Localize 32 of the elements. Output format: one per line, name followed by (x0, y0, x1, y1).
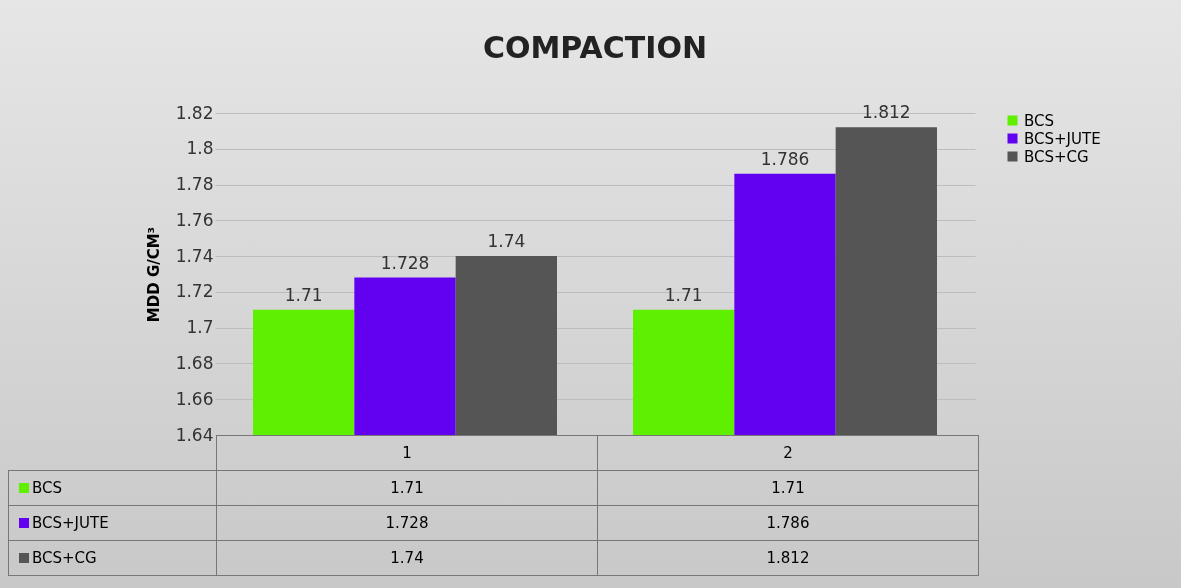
y-tick-label: 1.72 (175, 281, 214, 302)
data-label: 1.786 (597, 505, 979, 541)
x-tick-label: 2 (597, 435, 979, 471)
data-label: 1.74 (216, 540, 598, 576)
text: BCS+CG (32, 549, 97, 567)
text: 1.74 (487, 231, 526, 252)
text: 1.812 (862, 102, 911, 123)
y-tick-label: 1.66 (175, 388, 214, 409)
text: 1.786 (760, 148, 810, 169)
chart-title: COMPACTION (482, 30, 708, 65)
y-tick-label: 1.82 (175, 102, 214, 123)
x-tick-label: 1 (216, 435, 598, 471)
data-label: 1.812 (597, 540, 979, 576)
legend-label: BCS+JUTE (1024, 129, 1101, 148)
data-label: 1.71 (216, 470, 598, 506)
y-tick-label: 1.76 (175, 209, 214, 230)
data-label: 1.71 (597, 470, 979, 506)
legend-label: BCS+CG (1024, 147, 1089, 166)
data-label: 1.728 (216, 505, 598, 541)
text: 1.71 (664, 284, 703, 305)
y-axis-title: MDD G/CM³ (144, 226, 163, 323)
y-tick-label: 1.74 (175, 245, 214, 266)
y-tick-label: 1.78 (175, 174, 214, 195)
text: 1.71 (284, 284, 323, 305)
text: BCS+JUTE (32, 514, 109, 532)
text: BCS (1024, 111, 1055, 130)
y-tick-label: 1.64 (175, 424, 214, 445)
text: 1.728 (380, 252, 430, 273)
legend-label: BCS (8, 470, 217, 506)
y-tick-label: 1.7 (186, 317, 214, 338)
y-tick-label: 1.68 (175, 352, 214, 373)
y-tick-label: 1.8 (186, 138, 214, 159)
